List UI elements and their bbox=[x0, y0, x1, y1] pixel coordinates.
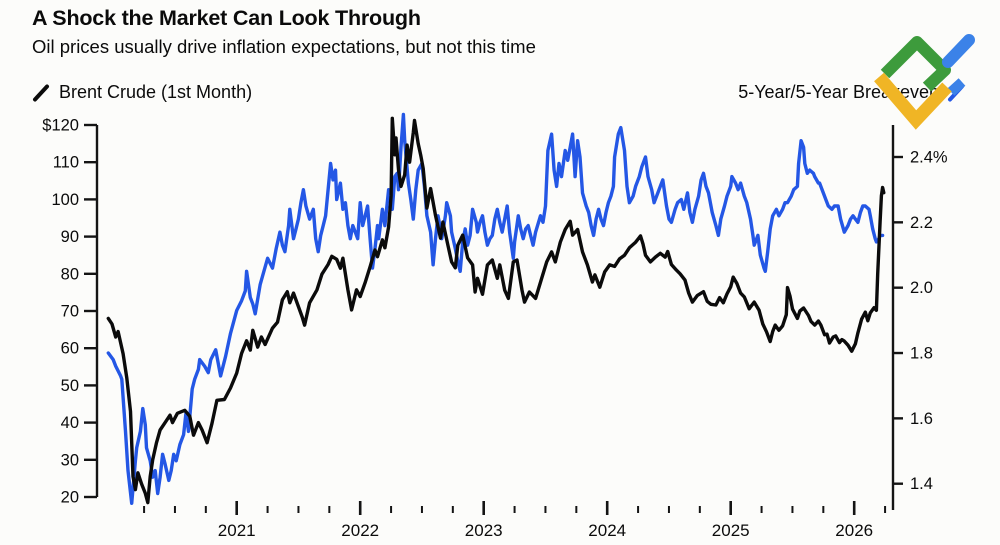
breakeven-line bbox=[106, 112, 885, 505]
left-axis-label: 50 bbox=[61, 377, 79, 395]
right-axis-label: 1.8 bbox=[910, 345, 933, 363]
left-axis-label: 100 bbox=[51, 191, 79, 209]
logo-blue-stroke bbox=[942, 34, 975, 68]
left-axis-label: $120 bbox=[42, 117, 79, 135]
page-subtitle: Oil prices usually drive inflation expec… bbox=[32, 36, 536, 57]
left-axis-label: 110 bbox=[53, 154, 79, 172]
left-axis-label: 90 bbox=[61, 228, 79, 246]
logo-green-zigzag bbox=[880, 36, 951, 92]
legend-brent: Brent Crude (1st Month) bbox=[32, 82, 252, 103]
logo-blue-accent bbox=[947, 78, 966, 96]
left-axis-label: 40 bbox=[61, 414, 79, 432]
x-axis-year-label: 2026 bbox=[835, 521, 873, 540]
x-axis-year-label: 2021 bbox=[218, 521, 256, 540]
x-axis-year-label: 2023 bbox=[465, 521, 503, 540]
logo-yellow-check bbox=[874, 72, 952, 130]
brent-crude-line bbox=[106, 116, 886, 505]
page-title: A Shock the Market Can Look Through bbox=[32, 6, 421, 30]
brent-slash-icon bbox=[33, 84, 49, 101]
broker-logo bbox=[874, 34, 975, 130]
left-axis-label: 30 bbox=[61, 451, 79, 469]
right-axis-label: 2.4% bbox=[910, 149, 948, 167]
right-axis-label: 1.6 bbox=[910, 410, 933, 428]
right-axis-label: 1.4 bbox=[910, 475, 933, 493]
left-axis-label: 20 bbox=[61, 489, 79, 507]
left-axis-label: 60 bbox=[61, 340, 79, 358]
x-axis-year-label: 2024 bbox=[588, 521, 626, 540]
x-axis-year-label: 2025 bbox=[712, 521, 750, 540]
x-axis-year-label: 2022 bbox=[341, 521, 379, 540]
left-axis-label: 70 bbox=[61, 303, 79, 321]
right-axis-label: 2.2 bbox=[910, 214, 933, 232]
left-axis-label: 80 bbox=[61, 265, 79, 283]
right-axis-label: 2.0 bbox=[910, 279, 933, 297]
legend-label-brent: Brent Crude (1st Month) bbox=[59, 82, 253, 102]
